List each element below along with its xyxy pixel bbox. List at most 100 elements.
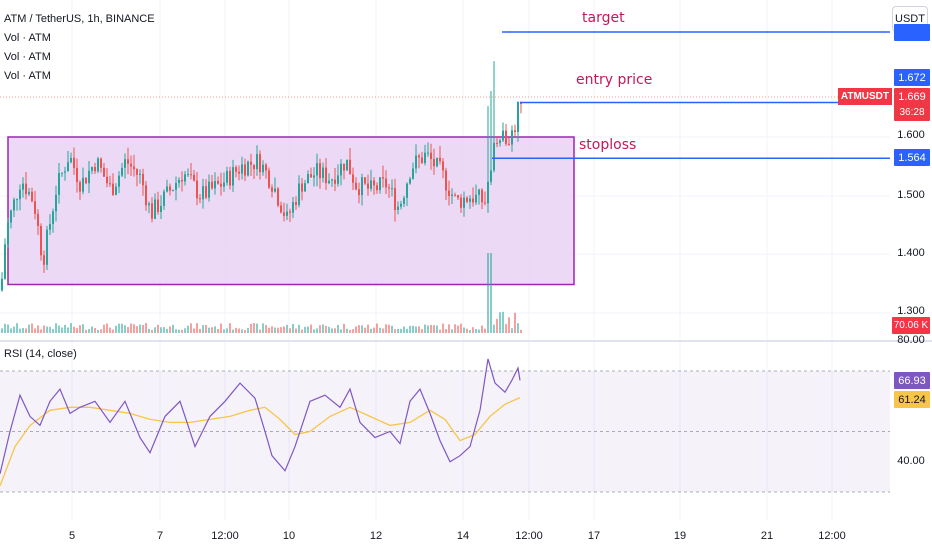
- candle: [499, 140, 501, 144]
- time-tick: 5: [68, 530, 76, 542]
- volume-bar: [331, 328, 333, 333]
- volume-bar: [520, 329, 522, 333]
- volume-bar: [238, 328, 240, 333]
- volume-bar: [313, 329, 315, 333]
- time-tick: 7: [156, 530, 164, 542]
- candle: [265, 164, 267, 171]
- candle: [169, 186, 171, 191]
- volume-bar: [430, 324, 432, 333]
- volume-bar: [49, 326, 51, 333]
- candle: [433, 159, 435, 167]
- candle: [175, 183, 177, 190]
- volume-bar: [394, 329, 396, 333]
- candle: [37, 213, 39, 226]
- volume-bar: [250, 323, 252, 333]
- candle: [349, 159, 351, 175]
- candle: [181, 179, 183, 182]
- candle: [43, 255, 45, 265]
- volume-bar: [265, 325, 267, 333]
- volume-bar: [289, 328, 291, 333]
- candle: [235, 167, 237, 172]
- volume-bar: [406, 328, 408, 333]
- volume-bar: [127, 327, 129, 333]
- volume-bar: [472, 327, 474, 333]
- candle: [253, 164, 255, 170]
- candle: [436, 157, 438, 167]
- volume-bar: [445, 329, 447, 333]
- candle: [484, 202, 486, 204]
- rsi-legend[interactable]: RSI (14, close): [4, 348, 77, 360]
- volume-bar: [328, 326, 330, 333]
- volume-bar: [253, 323, 255, 333]
- volume-bar: [337, 324, 339, 333]
- volume-bar: [277, 327, 279, 333]
- vol-legend-2[interactable]: Vol · ATM: [4, 51, 51, 63]
- volume-bar: [355, 326, 357, 333]
- volume-bar: [4, 323, 6, 333]
- candle: [1, 278, 3, 291]
- candle: [157, 199, 159, 212]
- candle: [85, 177, 87, 184]
- candle: [166, 186, 168, 192]
- candle: [46, 229, 48, 265]
- volume-bar: [346, 328, 348, 333]
- volume-bar: [487, 253, 489, 333]
- volume-bar: [292, 323, 294, 333]
- volume-bar: [226, 328, 228, 333]
- candle: [22, 183, 24, 190]
- candle: [70, 157, 72, 163]
- candle: [511, 130, 513, 145]
- time-tick: 14: [456, 530, 470, 542]
- volume-bar: [190, 323, 192, 333]
- volume-bar: [196, 323, 198, 333]
- volume-bar: [271, 326, 273, 333]
- vol-legend-3[interactable]: Vol · ATM: [4, 70, 51, 82]
- volume-bar: [202, 325, 204, 333]
- volume-bar: [475, 328, 477, 333]
- candle: [202, 186, 204, 200]
- volume-bar: [58, 325, 60, 333]
- volume-bar: [118, 323, 120, 333]
- volume-bar: [451, 329, 453, 333]
- candle: [337, 175, 339, 184]
- volume-bar: [439, 329, 441, 333]
- volume-bar: [94, 327, 96, 333]
- volume-bar: [352, 329, 354, 333]
- volume-bar: [40, 329, 42, 333]
- volume-bar: [1, 328, 3, 333]
- volume-bar: [460, 323, 462, 333]
- candle: [184, 174, 186, 182]
- volume-bar: [235, 327, 237, 333]
- symbol-legend[interactable]: ATM / TetherUS, 1h, BINANCE: [4, 13, 155, 25]
- volume-bar: [172, 324, 174, 333]
- volume-bar: [85, 329, 87, 333]
- candle: [217, 181, 219, 184]
- candle: [298, 183, 300, 205]
- candle: [229, 170, 231, 186]
- volume-bar: [286, 324, 288, 333]
- volume-bar: [397, 328, 399, 333]
- volume-bar: [418, 326, 420, 333]
- volume-bar: [181, 329, 183, 333]
- candle: [118, 175, 120, 187]
- volume-bar: [16, 323, 18, 333]
- volume-bar: [67, 327, 69, 333]
- candle: [466, 197, 468, 202]
- volume-bar: [130, 323, 132, 333]
- volume-bar: [31, 323, 33, 333]
- volume-bar: [103, 324, 105, 333]
- candle: [451, 194, 453, 196]
- vol-legend-1[interactable]: Vol · ATM: [4, 32, 51, 44]
- candle: [133, 166, 135, 170]
- candle: [382, 177, 384, 179]
- candle: [97, 158, 99, 172]
- volume-bar: [247, 327, 249, 333]
- candle: [439, 157, 441, 162]
- candle: [388, 187, 390, 189]
- rsi-line: [0, 358, 521, 475]
- volume-bar: [187, 325, 189, 333]
- range-box[interactable]: [7, 136, 575, 286]
- volume-bar: [490, 253, 492, 333]
- volume-bar: [100, 329, 102, 333]
